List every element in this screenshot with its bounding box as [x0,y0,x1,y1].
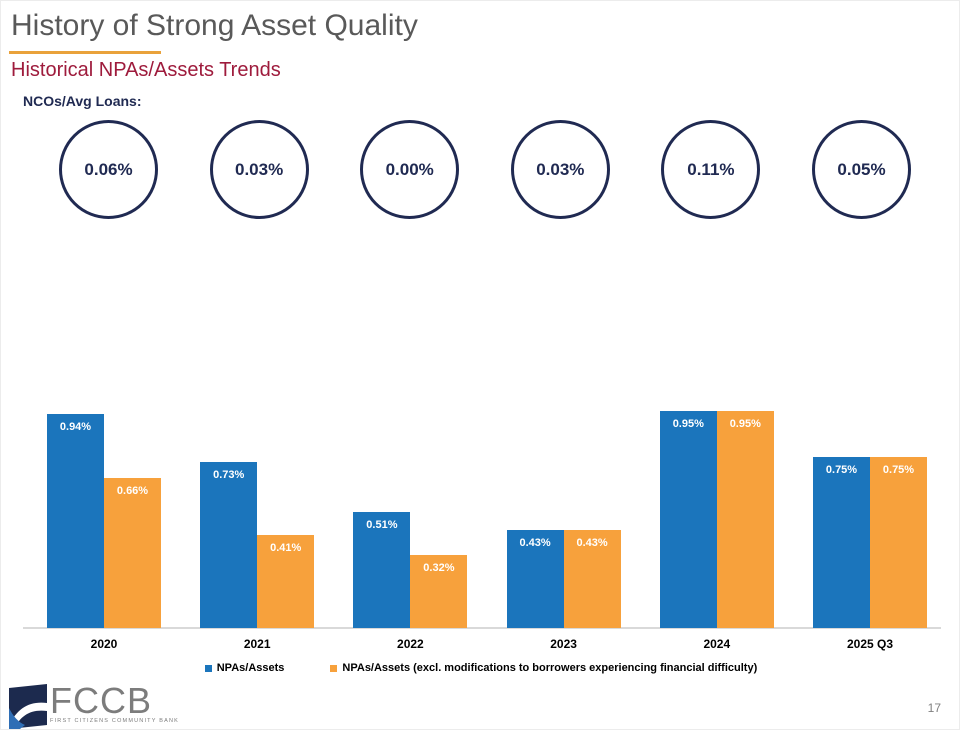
nco-circle-value: 0.00% [385,159,434,179]
x-axis-label: 2021 [243,637,271,651]
legend-item: NPAs/Assets [204,662,285,674]
legend-swatch-icon [330,664,338,672]
bar-value-label: 0.32% [423,562,455,575]
bar-npas-assets-excl: 0.43% [563,529,621,628]
x-axis-label: 2020 [90,637,118,651]
title-underline [9,51,161,54]
x-axis-line [23,627,941,629]
bar-npas-assets: 0.51% [353,511,411,628]
nco-circle-value: 0.11% [687,159,735,179]
legend-label: NPAs/Assets [216,662,285,674]
bar-value-label: 0.51% [366,518,398,531]
bar-value-label: 0.66% [116,484,149,497]
nco-circle: 0.11% [661,120,761,219]
nco-circle: 0.06% [59,120,158,219]
bar-value-label: 0.94% [59,420,92,433]
legend-item: NPAs/Assets (excl. modifications to borr… [330,662,757,674]
bar-npas-assets: 0.94% [47,413,104,628]
bar-value-label: 0.73% [213,468,245,481]
bar-npas-assets: 0.75% [813,457,870,628]
bar-value-label: 0.75% [825,464,858,476]
page-subtitle: Historical NPAs/Assets Trends [11,59,281,81]
bar-npas-assets: 0.43% [506,529,564,628]
nco-circle-value: 0.06% [84,159,133,179]
bar-value-label: 0.43% [519,536,551,549]
bar-value-label: 0.41% [270,541,302,554]
bar-npas-assets-excl: 0.75% [870,457,927,628]
road-icon [9,684,47,729]
nco-circle-value: 0.05% [837,159,886,179]
nco-circle: 0.05% [812,120,911,219]
nco-circle: 0.03% [209,120,309,219]
logo-tagline: FIRST CITIZENS COMMUNITY BANK [50,718,180,724]
bar-value-label: 0.43% [576,536,608,549]
bar-npas-assets: 0.95% [659,411,717,628]
bar-npas-assets-excl: 0.95% [716,411,774,628]
bar-npas-assets-excl: 0.41% [257,534,315,628]
legend-label: NPAs/Assets (excl. modifications to borr… [342,662,758,674]
legend-swatch-icon [204,664,212,672]
page-number: 17 [927,701,941,715]
x-axis-label: 2025 Q3 [846,637,894,651]
nco-circle-value: 0.03% [234,159,284,179]
nco-circle: 0.03% [510,120,610,219]
logo-text: FCCB [50,680,152,721]
nco-section-label: NCOs/Avg Loans: [23,93,142,109]
bar-value-label: 0.75% [882,464,915,476]
bar-npas-assets: 0.73% [200,461,258,628]
bar-value-label: 0.95% [672,418,704,431]
bar-npas-assets-excl: 0.32% [410,555,468,628]
nco-circle: 0.00% [360,120,460,219]
chart-legend: NPAs/Assets NPAs/Assets (excl. modificati… [1,662,960,674]
fccb-logo: FCCB FIRST CITIZENS COMMUNITY BANK [9,680,180,729]
x-axis-label: 2022 [397,637,424,651]
page-title: History of Strong Asset Quality [11,9,418,42]
x-axis-label: 2024 [703,637,731,651]
npa-bar-chart: 0.94% 0.66% 2020 0.73% 0.41% 2021 0.51% 0.32% 20… [1,391,960,651]
x-axis-label: 2023 [550,637,577,651]
nco-circle-value: 0.03% [536,159,585,179]
bar-value-label: 0.95% [729,418,761,431]
bar-npas-assets-excl: 0.66% [104,477,161,628]
